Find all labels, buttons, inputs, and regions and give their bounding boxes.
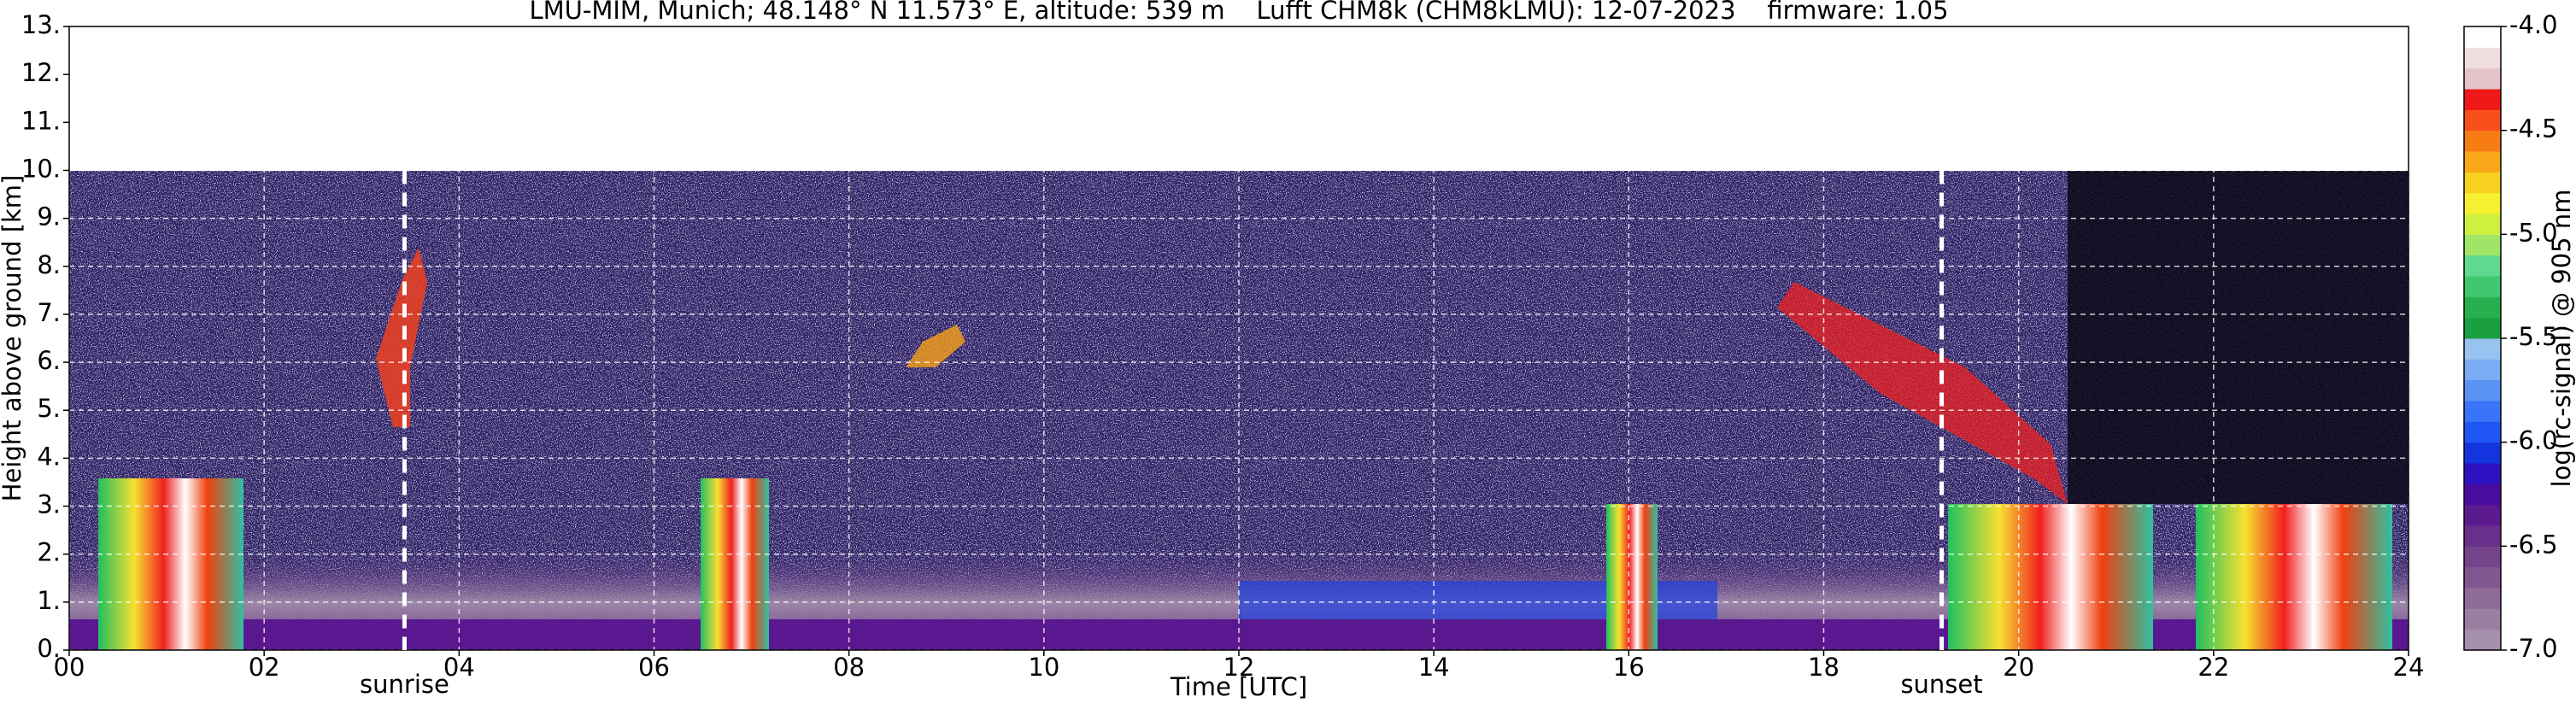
y-tick-label: 4. (37, 442, 61, 471)
colorbar-tick-label: -5.0 (2509, 218, 2558, 247)
x-tick-label: 18 (1808, 653, 1840, 682)
colorbar-swatch (2464, 566, 2501, 589)
x-tick-label: 20 (2003, 653, 2034, 682)
colorbar-tick-label: -6.5 (2509, 530, 2558, 559)
x-tick-label: 12 (1223, 653, 1255, 682)
y-tick-label: 13. (21, 10, 61, 39)
colorbar-tick-label: -4.0 (2509, 10, 2558, 39)
colorbar-swatch (2464, 172, 2501, 194)
y-tick-label: 10. (21, 154, 61, 183)
colorbar-swatch (2464, 67, 2501, 90)
colorbar-tick-label: -7.0 (2509, 634, 2558, 663)
y-tick-label: 3. (37, 490, 61, 519)
colorbar-swatch (2464, 629, 2501, 651)
colorbar-swatch (2464, 192, 2501, 214)
colorbar-swatch (2464, 463, 2501, 484)
colorbar-swatch (2464, 338, 2501, 360)
y-tick-label: 1. (37, 586, 61, 615)
colorbar-swatch (2464, 255, 2501, 277)
colorbar-swatch (2464, 525, 2501, 547)
colorbar-swatch (2464, 546, 2501, 568)
colorbar-swatch (2464, 89, 2501, 110)
x-tick-label: 22 (2198, 653, 2229, 682)
chart-title: LMU-MIM, Munich; 48.148° N 11.573° E, al… (529, 0, 1948, 25)
colorbar-swatch (2464, 421, 2501, 443)
x-tick-label: 04 (443, 653, 475, 682)
x-tick-label: 08 (833, 653, 865, 682)
colorbar-swatch (2464, 130, 2501, 152)
colorbar-swatch (2464, 26, 2501, 48)
colorbar-tick-label: -4.5 (2509, 114, 2558, 144)
colorbar-swatch (2464, 608, 2501, 630)
y-axis-label: Height above ground [km] (0, 175, 26, 502)
x-tick-label: 16 (1613, 653, 1645, 682)
x-tick-label: 14 (1418, 653, 1450, 682)
colorbar-swatch (2464, 151, 2501, 173)
colorbar-swatch (2464, 234, 2501, 256)
colorbar-swatch (2464, 379, 2501, 401)
colorbar-tick-label: -6.0 (2509, 426, 2558, 455)
colorbar-swatch (2464, 442, 2501, 464)
colorbar-tick-label: -5.5 (2509, 322, 2558, 351)
colorbar-swatch (2464, 483, 2501, 506)
colorbar-swatch (2464, 109, 2501, 132)
y-tick-label: 7. (37, 298, 61, 327)
colorbar-swatch (2464, 47, 2501, 69)
y-tick-label: 5. (37, 394, 61, 423)
colorbar-swatch (2464, 317, 2501, 339)
annotation-label: sunrise (360, 670, 449, 699)
colorbar-swatch (2464, 588, 2501, 609)
x-tick-label: 00 (54, 653, 85, 682)
annotation-label: sunset (1900, 670, 1982, 699)
y-tick-label: 11. (21, 106, 61, 135)
x-tick-label: 02 (249, 653, 280, 682)
x-tick-label: 06 (638, 653, 670, 682)
y-tick-label: 0. (37, 634, 61, 663)
colorbar-swatch (2464, 504, 2501, 526)
colorbar-swatch (2464, 276, 2501, 297)
colorbar-swatch (2464, 359, 2501, 381)
x-tick-label: 10 (1028, 653, 1059, 682)
colorbar-swatch (2464, 296, 2501, 319)
y-tick-label: 2. (37, 538, 61, 567)
y-tick-label: 6. (37, 346, 61, 375)
x-tick-label: 24 (2393, 653, 2425, 682)
y-tick-label: 9. (37, 202, 61, 231)
y-tick-label: 12. (21, 58, 61, 87)
y-tick-label: 8. (37, 250, 61, 279)
colorbar-swatch (2464, 401, 2501, 422)
x-axis-label: Time [UTC] (1170, 672, 1307, 701)
colorbar-swatch (2464, 214, 2501, 235)
colorbar-label: log(rc-signal) @ 905 nm (2547, 190, 2576, 488)
